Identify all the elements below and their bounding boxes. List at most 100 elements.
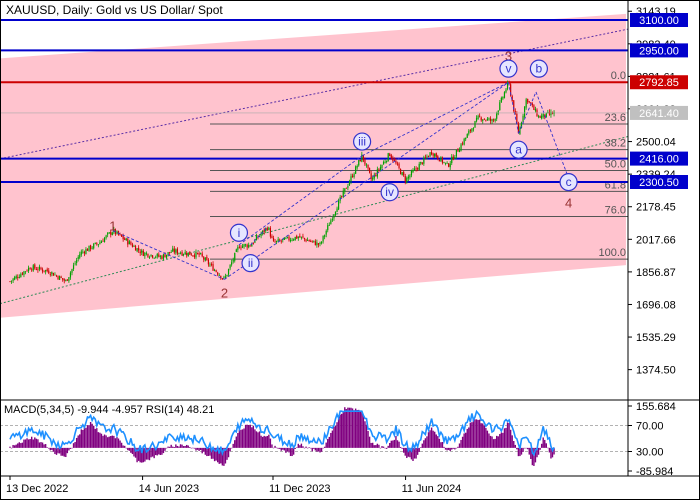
time-tick-label: 11 Dec 2023 <box>269 483 331 495</box>
candle-body <box>530 102 532 104</box>
candle-body <box>308 240 310 242</box>
macd-bar <box>9 446 11 448</box>
candle-body <box>62 278 64 280</box>
candle-body <box>327 225 329 231</box>
candle-body <box>348 181 351 186</box>
macd-bar <box>499 434 501 448</box>
macd-bar <box>189 447 191 448</box>
candle-body <box>285 238 287 239</box>
candle-body <box>32 265 34 271</box>
macd-bar <box>545 443 547 448</box>
macd-bar <box>505 427 507 448</box>
candle-body <box>94 242 96 244</box>
macd-bar <box>320 447 323 452</box>
macd-bar <box>434 431 436 448</box>
macd-bar <box>548 447 551 453</box>
macd-bar <box>120 442 123 448</box>
macd-bar <box>144 447 146 462</box>
macd-bar <box>181 444 183 448</box>
macd-bar <box>365 424 368 448</box>
macd-bar <box>44 444 47 448</box>
candle-body <box>192 255 194 257</box>
macd-bar <box>244 424 247 448</box>
candle-body <box>547 112 549 113</box>
macd-bar <box>106 437 109 448</box>
wave-label-circle-i <box>229 223 249 242</box>
macd-bar <box>494 438 496 448</box>
candle-body <box>364 159 366 165</box>
macd-bar <box>347 407 349 448</box>
candle-body <box>245 244 247 246</box>
candle-body <box>204 257 206 261</box>
candle-body <box>155 256 157 258</box>
candle-body <box>395 160 397 164</box>
candle-body <box>324 235 326 237</box>
macd-bar <box>477 419 479 448</box>
osc-tick-label: 30.00 <box>636 447 664 459</box>
candle-body <box>234 252 236 261</box>
wave-segment <box>250 226 269 246</box>
candle-body <box>370 173 372 180</box>
candle-body <box>365 164 368 166</box>
candle-body <box>26 270 28 272</box>
macd-bar <box>423 440 425 448</box>
macd-bar <box>302 446 304 448</box>
macd-bar <box>210 447 213 459</box>
candle-body <box>40 267 42 270</box>
level-tag-label: 2792.85 <box>639 77 679 89</box>
macd-bar <box>232 443 234 448</box>
macd-bar <box>463 433 465 448</box>
candle-body <box>506 81 509 89</box>
candle-body <box>328 225 330 226</box>
macd-bar <box>310 447 312 449</box>
macd-bar <box>475 419 478 448</box>
macd-bar <box>82 429 84 448</box>
macd-bar <box>182 446 185 448</box>
candle-body <box>187 252 189 257</box>
macd-bar <box>303 447 306 449</box>
macd-bar <box>435 434 437 448</box>
candle-body <box>493 119 495 121</box>
candle-body <box>148 257 151 258</box>
macd-bar <box>323 446 326 448</box>
price-tick-label: 2500.04 <box>636 137 676 149</box>
wave-segment <box>361 82 509 157</box>
candle-body <box>162 254 165 259</box>
macd-bar <box>79 434 81 448</box>
candle-body <box>358 160 360 166</box>
candle-body <box>55 275 58 277</box>
candle-body <box>63 279 65 281</box>
macd-bar <box>409 447 411 458</box>
current-price-tag <box>630 105 688 120</box>
level-tag-label: 2950.00 <box>639 45 679 57</box>
candle-body <box>266 228 268 231</box>
macd-bar <box>83 427 86 448</box>
macd-bar <box>497 436 499 448</box>
candle-body <box>438 159 440 162</box>
macd-bar <box>443 446 445 448</box>
macd-bar <box>89 422 92 448</box>
candle-body <box>516 113 518 124</box>
rsi-line <box>9 409 555 457</box>
macd-bar <box>283 447 286 451</box>
macd-bar <box>525 447 527 449</box>
candle-body <box>432 153 434 156</box>
candle-body <box>152 255 154 258</box>
candle-body <box>404 176 406 182</box>
candle-body <box>423 157 425 164</box>
candle-body <box>246 244 248 248</box>
macd-bar <box>116 437 118 448</box>
macd-bar <box>190 447 193 449</box>
candle-body <box>150 254 152 257</box>
macd-bar <box>466 428 468 448</box>
candle-body <box>186 253 188 256</box>
macd-bar <box>395 436 397 448</box>
candle-body <box>196 252 199 254</box>
candle-body <box>218 275 220 276</box>
candle-body <box>465 137 467 140</box>
fib-label: 76.0 <box>605 205 626 217</box>
macd-bar <box>531 447 534 466</box>
macd-bar <box>337 418 340 448</box>
candle-body <box>102 240 104 242</box>
candle-body <box>210 264 213 265</box>
